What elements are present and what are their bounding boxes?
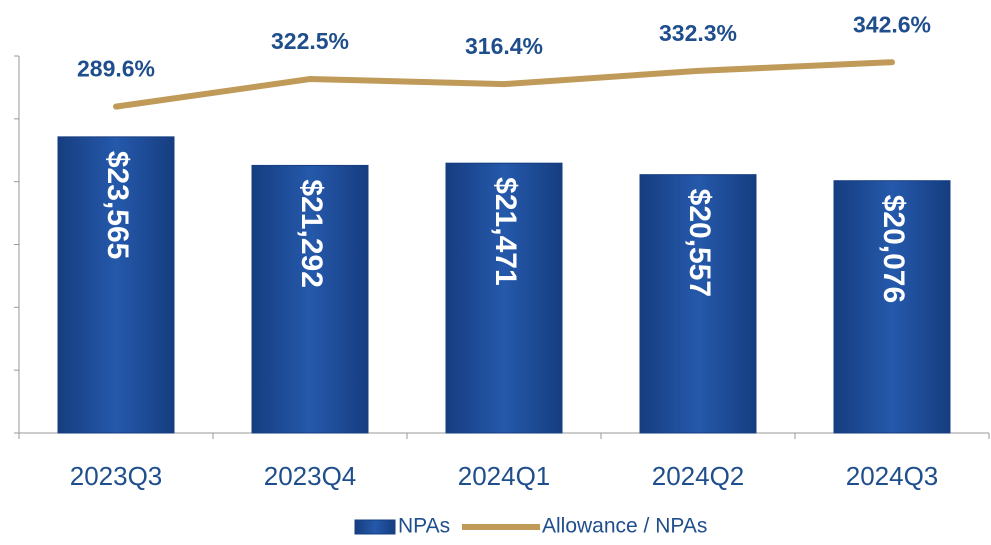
line: [113, 59, 895, 110]
bar-value-label: $20,076: [877, 195, 910, 303]
legend-label: Allowance / NPAs: [542, 515, 707, 538]
x-tick-label: 2024Q1: [458, 461, 551, 491]
bar-value-label: $23,565: [101, 151, 134, 259]
line-value-label: 289.6%: [77, 56, 155, 82]
bar-value-label: $21,471: [489, 177, 522, 285]
x-tick-label: 2023Q3: [70, 461, 163, 491]
line-value-label: 322.5%: [271, 28, 349, 54]
line-value-label: 332.3%: [659, 20, 737, 46]
bar: [251, 164, 369, 434]
x-tick-label: 2024Q3: [846, 461, 939, 491]
bar: [639, 174, 757, 434]
bar: [445, 162, 563, 434]
bar: [57, 136, 175, 434]
legend-label: NPAs: [398, 515, 450, 538]
legend-swatch: [354, 519, 396, 535]
line-value-label: 316.4%: [465, 33, 543, 59]
bar-value-label: $21,292: [295, 179, 328, 287]
bar-value-label: $20,557: [683, 189, 716, 297]
x-tick-label: 2023Q4: [264, 461, 357, 491]
bar: [833, 180, 951, 434]
line-value-label: 342.6%: [853, 11, 931, 37]
x-tick-label: 2024Q2: [652, 461, 745, 491]
